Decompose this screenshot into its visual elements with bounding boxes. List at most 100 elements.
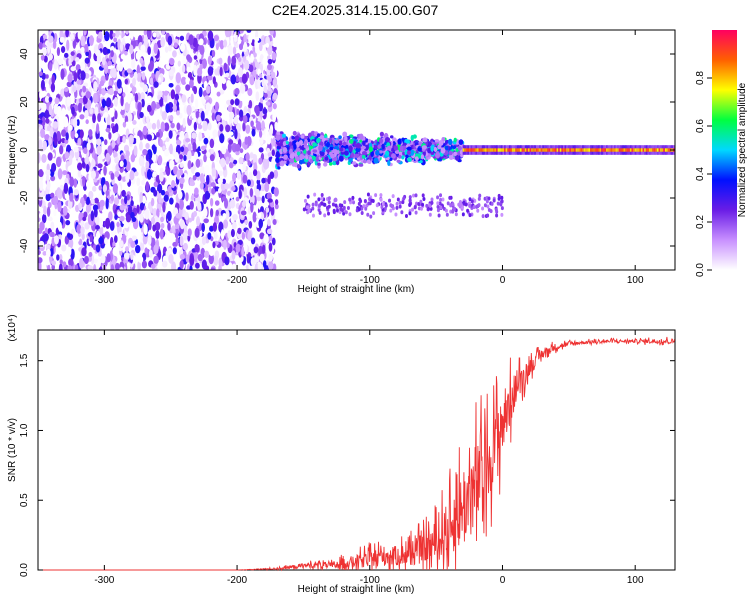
spectrogram-cell	[289, 158, 295, 164]
spectrogram-cell	[233, 116, 239, 125]
spectrogram-cell	[72, 117, 78, 128]
spectrogram-cell	[188, 217, 193, 223]
spectrogram-cell	[602, 148, 606, 152]
spectrogram-cell	[223, 219, 229, 229]
spectrogram-cell	[115, 30, 120, 38]
spectrogram-cell	[204, 95, 210, 101]
spectrogram-cell	[650, 148, 653, 152]
spectrogram-cell	[216, 65, 221, 76]
spectrogram-cell	[163, 234, 168, 243]
spectrogram-cell	[138, 155, 145, 167]
spectrogram-cell	[256, 196, 262, 202]
spectrogram-cell	[620, 148, 623, 152]
spectrogram-cell	[57, 201, 62, 213]
spectrogram-cell	[204, 190, 211, 200]
spectrogram-cell	[130, 240, 136, 249]
spectrogram-cell	[235, 243, 241, 253]
spectrogram-cell	[69, 33, 75, 40]
spectrogram-cell	[451, 145, 457, 150]
spectrogram-cell	[299, 153, 304, 160]
spectrogram-cell	[112, 32, 116, 38]
spectrogram-cell	[171, 179, 176, 189]
spectrogram-cell	[417, 201, 421, 206]
spectrogram-cell	[86, 99, 92, 108]
spectrogram-cell	[38, 119, 43, 124]
spectrogram-cell	[53, 59, 59, 70]
spectrogram-cell	[125, 30, 129, 35]
spectrogram-cell	[191, 112, 196, 119]
spectrogram-cell	[257, 212, 262, 219]
spectrogram-cell	[45, 118, 50, 124]
spectrogram-cell	[50, 192, 55, 198]
spectrogram-cell	[414, 156, 419, 161]
spectrogram-cell	[407, 157, 412, 163]
spectrogram-cell	[641, 148, 644, 152]
spectrogram-cell	[78, 202, 82, 210]
spectrogram-cell	[464, 148, 467, 152]
spectrogram-cell	[70, 66, 76, 72]
spectrogram-cell	[666, 148, 669, 152]
spectrogram-cell	[351, 195, 355, 200]
snr-x-axis-label: Height of straight line (km)	[298, 584, 415, 595]
spectrogram-cell	[186, 104, 192, 116]
spectrogram-cell	[80, 46, 85, 53]
spectrogram-cell	[113, 151, 118, 159]
spectrogram-cell	[90, 170, 96, 180]
spectrogram-cell	[229, 111, 235, 120]
spectrogram-cell	[628, 148, 631, 152]
spectrogram-cell	[53, 235, 59, 245]
spectrogram-cell	[198, 86, 203, 98]
spectrogram-cell	[272, 263, 277, 270]
spectrogram-cell	[590, 148, 593, 152]
spectrogram-cell	[197, 253, 203, 262]
spectrogram-cell	[155, 131, 161, 138]
spectrogram-cell	[233, 36, 238, 42]
spectrogram-cell	[152, 152, 157, 163]
spectrogram-cell	[527, 148, 531, 152]
spectrogram-cell	[633, 148, 636, 152]
spectrogram-cell	[303, 135, 309, 141]
spectrogram-cell	[338, 210, 342, 215]
spectrogram-cell	[354, 153, 360, 159]
spectrogram-cell	[277, 143, 283, 147]
spectrogram-cell	[486, 204, 490, 209]
spectrogram-cell	[113, 235, 118, 244]
spectrogram-cell	[83, 255, 89, 265]
spectrogram-cell	[182, 242, 189, 251]
spectrogram-cell	[309, 158, 313, 164]
spectrogram-cell	[325, 141, 331, 148]
spectrogram-cell	[175, 237, 179, 245]
spectrogram-cell	[225, 99, 232, 105]
spectrogram-cell	[270, 205, 275, 216]
spectrogram-cell	[111, 67, 117, 79]
spectrogram-cell	[236, 52, 241, 59]
spectrogram-cell	[146, 115, 150, 124]
spectrogram-cell	[226, 242, 230, 249]
spectrogram-cell	[477, 203, 481, 208]
spectrogram-cell	[68, 57, 72, 67]
spectrogram-cell	[43, 232, 49, 242]
spectrogram-cell	[105, 217, 111, 230]
spectrogram-cell	[430, 145, 434, 152]
spectrogram-cell	[293, 143, 297, 150]
spectrogram-cell	[395, 201, 399, 206]
spectrogram-cell	[66, 81, 72, 88]
spectrogram-cell	[577, 148, 580, 152]
spectrogram-cell	[266, 228, 273, 235]
spectrogram-cell	[60, 68, 65, 80]
spectrogram-cell	[225, 124, 231, 133]
spectrogram-cell	[436, 195, 440, 200]
spectrogram-cell	[148, 219, 152, 231]
spectrogram-cell	[70, 248, 75, 260]
spectrogram-cell	[559, 148, 563, 152]
spectrogram-cell	[105, 152, 111, 162]
spectrogram-cell	[114, 156, 120, 164]
spectrogram-cell	[398, 154, 402, 159]
spectrogram-cell	[108, 87, 114, 96]
spectrogram-cell	[41, 116, 46, 127]
spectrogram-cell	[213, 255, 219, 266]
spectrogram-cell	[419, 199, 423, 204]
spectrogram-cell	[276, 131, 281, 136]
spectrogram-cell	[41, 153, 47, 163]
spectrogram-cell	[106, 97, 112, 108]
